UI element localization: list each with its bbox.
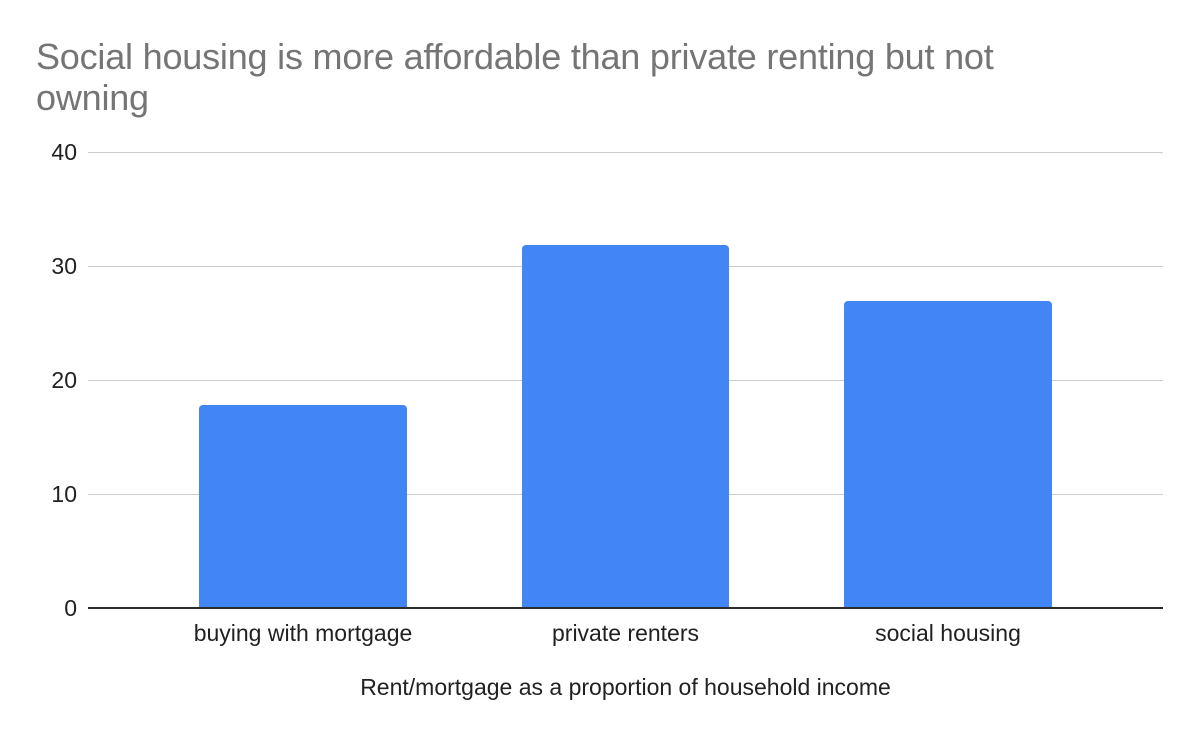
x-axis-title: Rent/mortgage as a proportion of househo… <box>360 674 891 700</box>
plot-area: 0 10 20 30 40 <box>51 139 1163 621</box>
x-category-label: buying with mortgage <box>193 620 413 646</box>
bar-private-renters <box>521 245 730 608</box>
x-category-label: social housing <box>875 620 1021 646</box>
bar-buying-with-mortgage <box>199 405 407 608</box>
y-tick-label: 10 <box>51 481 77 507</box>
y-tick-label: 30 <box>51 253 77 279</box>
bar-social-housing <box>844 301 1052 608</box>
gridline <box>88 151 1163 153</box>
y-tick-label: 20 <box>51 367 77 393</box>
x-axis-line <box>88 607 1163 609</box>
y-tick-label: 0 <box>64 595 77 621</box>
x-category-label: private renters <box>551 620 700 646</box>
chart-title: Social housing is more affordable than p… <box>36 36 994 118</box>
x-category-labels: buying with mortgage private renters socia… <box>88 616 1163 650</box>
y-tick-label: 40 <box>51 139 77 165</box>
